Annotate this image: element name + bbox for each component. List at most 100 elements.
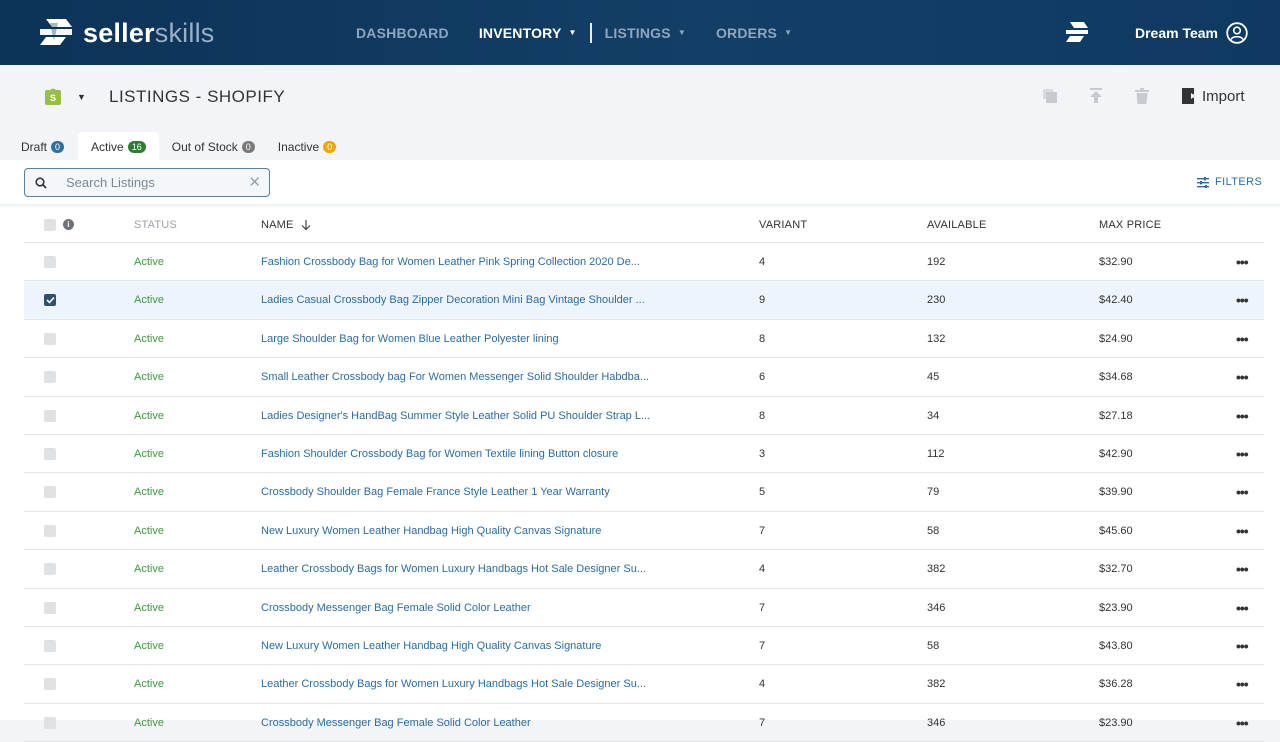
row-name-link[interactable]: Crossbody Messenger Bag Female Solid Col…: [261, 601, 531, 614]
row-status: Active: [134, 524, 164, 537]
caret-down-icon: ▼: [784, 28, 793, 37]
row-more-actions-icon[interactable]: •••: [1236, 292, 1249, 309]
filters-label: FILTERS: [1215, 176, 1263, 188]
table-row[interactable]: Active Fashion Shoulder Crossbody Bag for…: [24, 435, 1264, 474]
column-header-max-price[interactable]: MAX PRICE: [1099, 218, 1162, 231]
clear-search-icon[interactable]: ✕: [248, 174, 261, 191]
table-row[interactable]: Active New Luxury Women Leather Handbag H…: [24, 627, 1264, 666]
row-checkbox-cell: [44, 397, 56, 435]
search-input[interactable]: [66, 175, 236, 190]
delete-button[interactable]: [1132, 86, 1152, 106]
row-name-link[interactable]: Ladies Casual Crossbody Bag Zipper Decor…: [261, 294, 645, 307]
sellerskills-mark-icon[interactable]: [1065, 20, 1089, 44]
row-name-link[interactable]: Crossbody Shoulder Bag Female France Sty…: [261, 486, 610, 499]
row-variant: 7: [759, 716, 766, 729]
row-more-actions-icon[interactable]: •••: [1236, 637, 1249, 654]
column-header-available[interactable]: AVAILABLE: [927, 218, 987, 231]
row-max-price: $45.60: [1099, 524, 1133, 537]
table-row[interactable]: Active Ladies Designer's HandBag Summer …: [24, 397, 1264, 435]
table-row[interactable]: Active Fashion Crossbody Bag for Women Le…: [24, 243, 1264, 282]
sellerskills-logo-icon: [40, 19, 72, 45]
row-name-link[interactable]: Small Leather Crossbody bag For Women Me…: [261, 371, 650, 384]
row-checkbox[interactable]: [44, 601, 56, 614]
row-more-actions-icon[interactable]: •••: [1236, 714, 1249, 731]
duplicate-button[interactable]: [1040, 86, 1060, 106]
table-row[interactable]: Active Leather Crossbody Bags for Women L…: [24, 665, 1264, 704]
table-row[interactable]: Active Crossbody Shoulder Bag Female Fran…: [24, 473, 1264, 512]
shopify-icon[interactable]: S: [44, 87, 62, 105]
table-row[interactable]: Active Small Leather Crossbody bag For Wo…: [24, 358, 1264, 397]
row-more-actions-icon[interactable]: •••: [1236, 599, 1249, 616]
row-more-actions-icon[interactable]: •••: [1236, 254, 1249, 270]
nav-inventory[interactable]: INVENTORY ▼: [479, 25, 577, 41]
nav-inventory-label: INVENTORY: [478, 24, 562, 41]
tab-active[interactable]: Active 16: [78, 132, 159, 161]
row-checkbox[interactable]: [44, 409, 56, 422]
row-checkbox[interactable]: [44, 524, 56, 537]
row-name-link[interactable]: Leather Crossbody Bags for Women Luxury …: [261, 563, 646, 576]
row-max-price: $43.80: [1099, 639, 1133, 652]
table-row[interactable]: Active Crossbody Messenger Bag Female Sol…: [24, 704, 1264, 742]
select-all-checkbox[interactable]: [44, 218, 56, 231]
publish-button[interactable]: [1086, 86, 1106, 106]
row-name-link[interactable]: Crossbody Messenger Bag Female Solid Col…: [261, 716, 531, 729]
import-button[interactable]: Import: [1182, 88, 1245, 105]
column-header-variant[interactable]: VARIANT: [759, 218, 808, 231]
row-name-link[interactable]: New Luxury Women Leather Handbag High Qu…: [261, 524, 602, 537]
row-checkbox[interactable]: [44, 371, 56, 384]
row-more-actions-icon[interactable]: •••: [1236, 522, 1249, 539]
row-checkbox[interactable]: [44, 678, 56, 691]
row-checkbox[interactable]: [44, 563, 56, 576]
row-name-link[interactable]: Large Shoulder Bag for Women Blue Leathe…: [261, 332, 559, 345]
row-more-actions-icon[interactable]: •••: [1236, 407, 1249, 424]
tab-out-of-stock[interactable]: Out of Stock 0: [163, 132, 265, 161]
nav-dashboard[interactable]: DASHBOARD: [356, 25, 449, 41]
row-more-actions-icon[interactable]: •••: [1236, 676, 1249, 693]
table-row[interactable]: Active Ladies Casual Crossbody Bag Zipper…: [24, 281, 1264, 320]
row-checkbox[interactable]: [44, 716, 56, 729]
row-more-actions-icon[interactable]: •••: [1236, 445, 1249, 462]
tab-active-label: Active: [91, 139, 124, 154]
row-variant: 8: [759, 409, 766, 422]
row-name-link[interactable]: Fashion Crossbody Bag for Women Leather …: [261, 256, 640, 268]
row-checkbox-cell: [44, 435, 56, 473]
info-icon[interactable]: i: [63, 219, 74, 230]
row-checkbox-cell: [44, 704, 56, 742]
row-checkbox[interactable]: [44, 447, 56, 460]
table-row[interactable]: Active Crossbody Messenger Bag Female Sol…: [24, 589, 1264, 627]
table-row[interactable]: Active Leather Crossbody Bags for Women L…: [24, 550, 1264, 589]
table-row[interactable]: Active Large Shoulder Bag for Women Blue …: [24, 320, 1264, 359]
row-status: Active: [134, 294, 164, 307]
row-more-actions-icon[interactable]: •••: [1236, 330, 1249, 347]
sort-descending-icon: [301, 219, 311, 230]
row-checkbox[interactable]: [44, 639, 56, 652]
row-available: 346: [927, 716, 946, 729]
tab-inactive[interactable]: Inactive 0: [269, 132, 346, 161]
user-menu[interactable]: Dream Team: [1135, 20, 1248, 46]
page-title: LISTINGS - SHOPIFY: [109, 87, 286, 106]
nav-listings[interactable]: LISTINGS ▼: [605, 25, 686, 41]
row-checkbox-cell: [44, 281, 56, 319]
row-name-link[interactable]: Fashion Shoulder Crossbody Bag for Women…: [261, 447, 619, 460]
row-name-link[interactable]: Ladies Designer's HandBag Summer Style L…: [261, 409, 651, 422]
brand-logo[interactable]: sellerskills: [38, 15, 214, 51]
row-checkbox[interactable]: [44, 332, 56, 345]
nav-orders[interactable]: ORDERS ▼: [716, 25, 792, 41]
row-checkbox[interactable]: [44, 486, 56, 499]
row-more-actions-icon[interactable]: •••: [1236, 561, 1249, 578]
header-toolbar: Import: [1040, 85, 1245, 107]
table-row[interactable]: Active New Luxury Women Leather Handbag H…: [24, 512, 1264, 551]
row-checkbox[interactable]: [44, 294, 56, 307]
row-more-actions-icon[interactable]: •••: [1236, 369, 1249, 386]
column-header-name[interactable]: NAME: [261, 206, 312, 243]
row-checkbox[interactable]: [44, 256, 56, 268]
row-name-link[interactable]: New Luxury Women Leather Handbag High Qu…: [261, 639, 602, 652]
channel-dropdown-icon[interactable]: ▼: [77, 92, 86, 102]
row-more-actions-icon[interactable]: •••: [1236, 484, 1249, 501]
tab-draft[interactable]: Draft 0: [12, 132, 74, 161]
filters-button[interactable]: FILTERS: [1197, 176, 1262, 188]
row-available: 230: [927, 294, 946, 307]
column-header-status[interactable]: STATUS: [134, 218, 177, 231]
row-status: Active: [134, 409, 164, 422]
row-name-link[interactable]: Leather Crossbody Bags for Women Luxury …: [261, 678, 646, 691]
